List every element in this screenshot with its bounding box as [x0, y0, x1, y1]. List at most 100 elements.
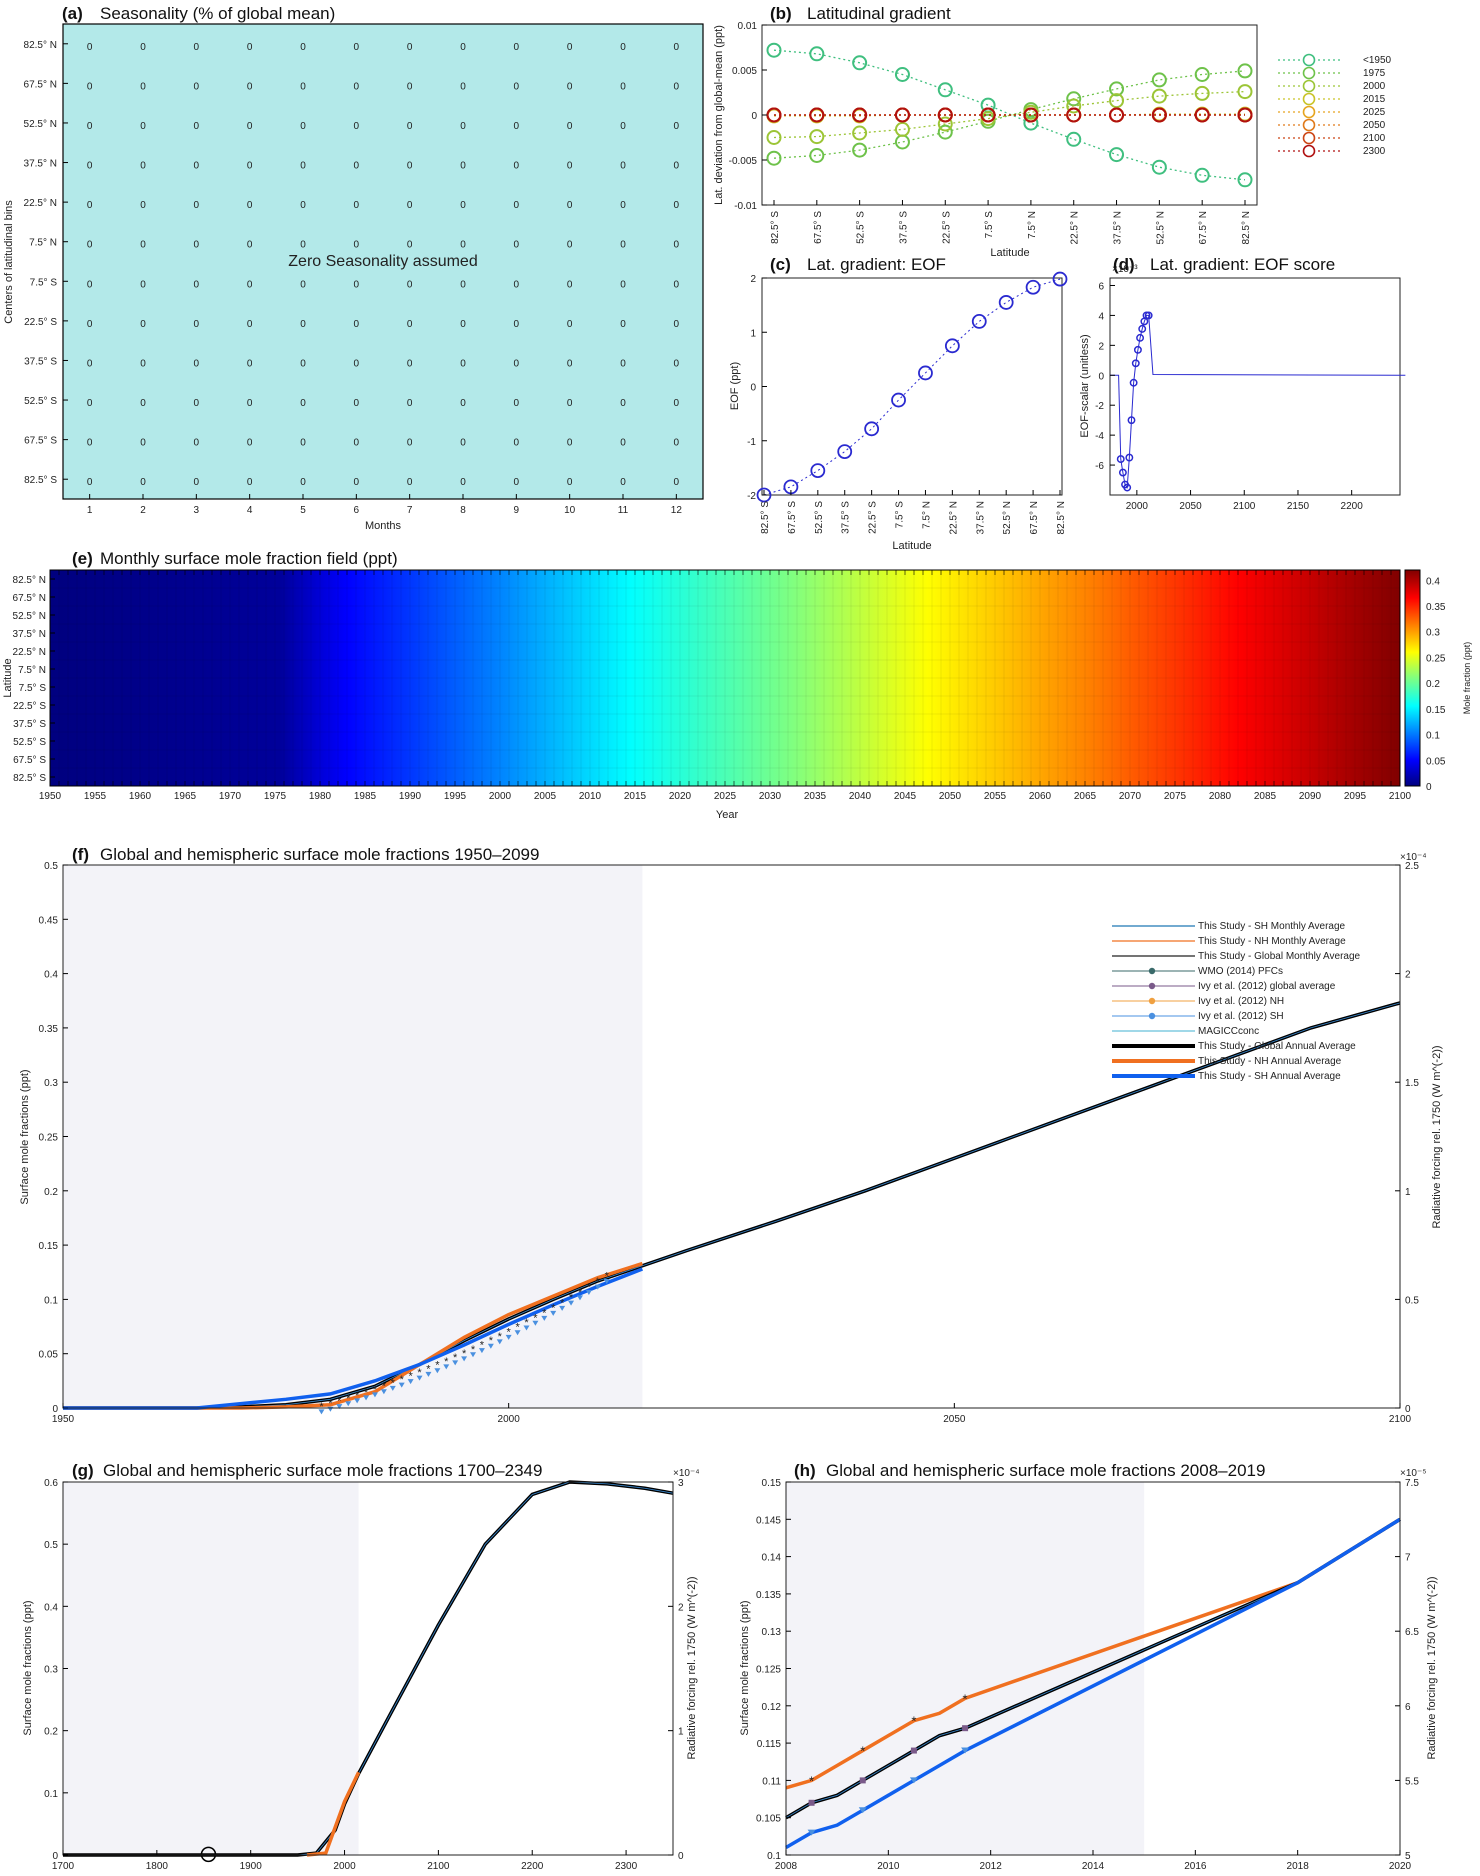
start-marker: [200, 1846, 217, 1863]
panel-e-xtick-label: 2030: [759, 791, 782, 802]
panel-h-ylabel: Surface mole fractions (ppt): [739, 1600, 751, 1735]
panel-e-xtick-label: 2070: [1119, 791, 1142, 802]
legend-label: Ivy et al. (2012) global average: [1198, 981, 1336, 992]
panel-d-ylabel: EOF-scalar (unitless): [1079, 334, 1091, 437]
seasonality-cell-value: 0: [407, 438, 413, 449]
lat-gradient-marker: [1237, 84, 1253, 100]
panel-e-xtick-label: 1955: [84, 791, 107, 802]
panel-f-ylabel: Surface mole fractions (ppt): [19, 1069, 31, 1204]
seasonality-cell-value: 0: [247, 279, 253, 290]
seasonality-cell-value: 0: [247, 161, 253, 172]
panel-b-legend: <1950 1975 2000 2015 2025 2050 2100 2300: [1278, 53, 1392, 158]
xtick-label: 1800: [146, 1861, 169, 1871]
panel-c-xtick-label: 52.5° S: [814, 501, 825, 534]
legend-marker: [1148, 982, 1156, 990]
lat-gradient-marker: [852, 142, 868, 158]
seasonality-cell-value: 0: [300, 319, 306, 330]
ivy-nh-marker: *: [605, 1271, 610, 1283]
seasonality-cell-value: 0: [674, 438, 680, 449]
panel-h-ticks: 0.150.1450.140.1350.130.1250.120.1150.11…: [756, 1478, 1419, 1872]
colorbar-tick-label: 0.2: [1426, 679, 1440, 690]
panel-a-ytick-label: 82.5° S: [24, 475, 57, 486]
seasonality-cell-value: 0: [567, 81, 573, 92]
panel-f-exponent: ×10⁻⁴: [1400, 852, 1427, 863]
panel-e-xtick-label: 1990: [399, 791, 422, 802]
hemispheric-annual-line: [785, 1517, 1401, 1850]
panel-c-title: Lat. gradient: EOF: [807, 255, 946, 274]
left-ytick-label: 0.25: [39, 1133, 59, 1144]
ivy-nh-marker: *: [489, 1335, 494, 1347]
panel-c-xtick-label: 67.5° N: [1029, 501, 1040, 534]
xtick-label: 1700: [52, 1861, 75, 1871]
seasonality-cell-value: 0: [674, 477, 680, 488]
seasonality-cell-value: 0: [460, 161, 466, 172]
legend-marker: [1302, 144, 1316, 158]
panel-b-xtick-label: 22.5° N: [1070, 211, 1081, 244]
lat-gradient-marker: [1023, 107, 1039, 123]
seasonality-cell-value: 0: [247, 398, 253, 409]
ivy-nh-marker: *: [400, 1374, 405, 1386]
panel-c-xtick-label: 52.5° N: [1002, 501, 1013, 534]
panel-b-ticks: 0.01 0.005 0 -0.005 -0.01 82.5° S 67.5° S 52.5°…: [729, 21, 1252, 244]
seasonality-cell-value: 0: [87, 121, 93, 132]
panel-d: (d) Lat. gradient: EOF score ×10⁻³ 6 4 2 0 -…: [1079, 255, 1406, 512]
seasonality-cell-value: 0: [354, 200, 360, 211]
ivy-nh-marker: *: [507, 1326, 512, 1338]
ivy-nh-marker: *: [963, 1691, 968, 1706]
panel-a-xtick-label: 7: [407, 505, 413, 516]
panel-a-xtick-label: 4: [247, 505, 253, 516]
panel-e-xtick-label: 2005: [534, 791, 557, 802]
left-ytick-label: 0.4: [44, 1602, 58, 1613]
seasonality-cell-value: 0: [247, 438, 253, 449]
panel-g-ylabel: Surface mole fractions (ppt): [22, 1600, 34, 1735]
legend-label: This Study - NH Annual Average: [1198, 1056, 1342, 1067]
seasonality-cell-value: 0: [87, 358, 93, 369]
panel-e-ytick-label: 52.5° S: [13, 737, 46, 748]
legend-marker: [1148, 997, 1156, 1005]
xtick-label: 2000: [498, 1414, 521, 1425]
eof-line: [763, 278, 1061, 496]
seasonality-cell-value: 0: [87, 240, 93, 251]
seasonality-cell-value: 0: [567, 240, 573, 251]
seasonality-cell-value: 0: [247, 42, 253, 53]
lat-gradient-marker: [766, 130, 782, 145]
ivy-sh-marker: [961, 1747, 970, 1754]
legend-label: 2100: [1363, 133, 1386, 144]
seasonality-cell-value: 0: [300, 358, 306, 369]
panel-e-xtick-label: 2080: [1209, 791, 1232, 802]
ivy-nh-marker: *: [373, 1384, 378, 1396]
eof-marker: [971, 313, 987, 329]
left-ytick-label: 0.14: [762, 1553, 782, 1564]
seasonality-cell-value: 0: [620, 358, 626, 369]
panel-d-ytick-label: -6: [1095, 461, 1104, 472]
seasonality-cell-value: 0: [87, 477, 93, 488]
ivy-sh-marker: [807, 1829, 816, 1836]
historical-shading: [63, 865, 643, 1408]
right-ytick-label: 0: [1405, 1404, 1411, 1415]
seasonality-cell-value: 0: [194, 319, 200, 330]
legend-marker: [1302, 53, 1316, 67]
panel-e-xlabel: Year: [716, 809, 739, 821]
left-ytick-label: 0.1: [44, 1295, 58, 1306]
panel-b-xtick-label: 52.5° S: [856, 211, 867, 244]
xtick-label: 2000: [333, 1861, 356, 1871]
panel-c-xtick-label: 82.5° S: [760, 501, 771, 534]
right-ytick-label: 6.5: [1405, 1627, 1419, 1638]
left-ytick-label: 0.1: [44, 1789, 58, 1800]
lat-gradient-marker: [1109, 107, 1125, 123]
ivy-nh-marker: *: [533, 1312, 538, 1324]
panel-d-ytick-label: 4: [1098, 311, 1104, 322]
colorbar-tick-label: 0: [1426, 782, 1432, 793]
right-ytick-label: 5: [1405, 1851, 1411, 1862]
panel-d-xtick-label: 2100: [1233, 501, 1256, 512]
panel-f-rlabel: Radiative forcing rel. 1750 (W m^(-2)): [1431, 1045, 1443, 1228]
seasonality-cell-value: 0: [140, 200, 146, 211]
seasonality-cell-value: 0: [620, 477, 626, 488]
ivy-nh-marker: *: [480, 1340, 485, 1352]
panel-a-xtick-label: 6: [354, 505, 360, 516]
eof-score-marker: [1129, 378, 1138, 387]
global-annual-highlight: [63, 1002, 1401, 1409]
left-ytick-label: 0.4: [44, 970, 58, 981]
left-ytick-label: 0.3: [44, 1665, 58, 1676]
